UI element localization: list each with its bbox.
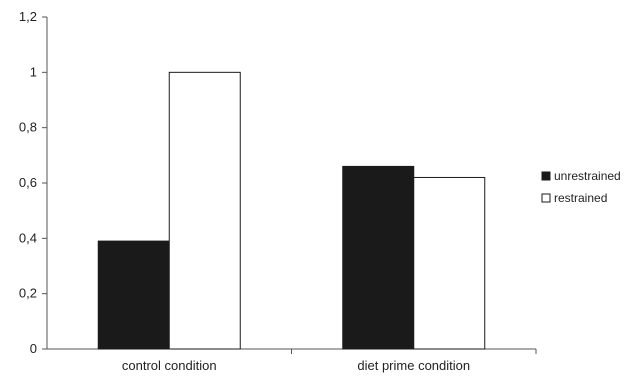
bar-unrestrained-1 [342, 165, 415, 350]
bar-restrained-0 [168, 71, 241, 350]
y-tick-label: 0 [30, 341, 37, 356]
y-tick-labels: 0 0,2 0,4 0,6 0,8 1 1,2 [19, 9, 37, 356]
y-tick-label: 1,2 [19, 9, 37, 24]
y-tick-label: 0,8 [19, 120, 37, 135]
legend-label-restrained: restrained [554, 191, 607, 205]
y-tick-label: 0,4 [19, 230, 37, 245]
bar-unrestrained-0 [97, 240, 170, 350]
category-labels: control condition diet prime condition [122, 358, 470, 373]
legend-swatch-unrestrained [541, 171, 551, 181]
y-tick-label: 1 [30, 64, 37, 79]
category-label: control condition [122, 358, 217, 373]
legend-swatch-restrained [541, 193, 551, 203]
legend-label-unrestrained: unrestrained [554, 169, 621, 183]
y-tick-label: 0,6 [19, 175, 37, 190]
bar-restrained-1 [413, 176, 486, 350]
bars [97, 71, 486, 350]
legend: unrestrained restrained [541, 164, 634, 208]
legend-box [541, 164, 634, 208]
y-tick-label: 0,2 [19, 286, 37, 301]
category-label: diet prime condition [357, 358, 470, 373]
